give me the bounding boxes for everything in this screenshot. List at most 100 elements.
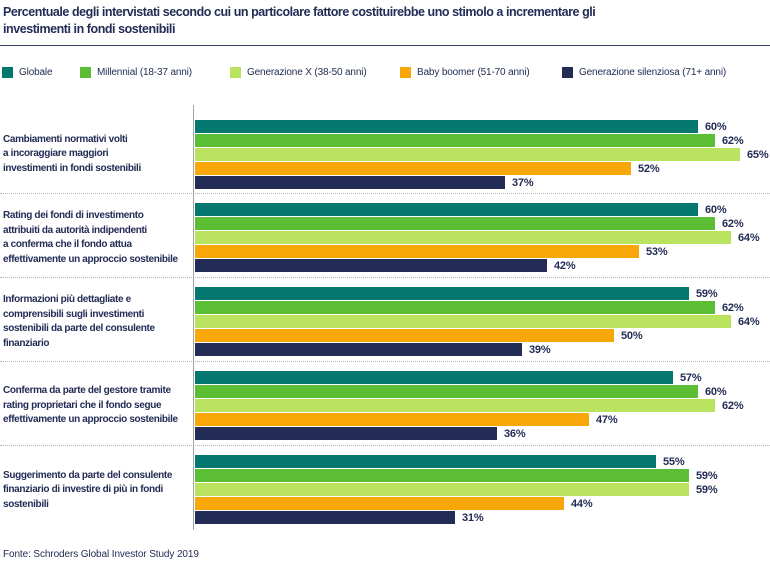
- legend-item-baby-boomer-51-70-anni: Baby boomer (51-70 anni): [400, 67, 530, 78]
- bar-row: 64%: [195, 315, 770, 328]
- bar-value-label: 65%: [747, 148, 769, 161]
- bar-row: 60%: [195, 385, 770, 398]
- bar-generazione-silenziosa-71-anni: [195, 343, 522, 356]
- legend-swatch-icon: [400, 67, 411, 78]
- legend: Globale Millennial (18-37 anni) Generazion…: [0, 67, 770, 80]
- bar-millennial-18-37-anni: [195, 134, 715, 147]
- legend-swatch-icon: [230, 67, 241, 78]
- category-label-line: a conferma che il fondo attua: [3, 239, 132, 250]
- category-bars: 60% 62% 65% 52% 37%: [193, 120, 770, 193]
- bar-value-label: 57%: [680, 371, 702, 384]
- bar-row: 62%: [195, 134, 770, 147]
- bar-row: 44%: [195, 497, 770, 510]
- bar-generazione-x-38-50-anni: [195, 399, 715, 412]
- legend-item-generazione-x-38-50-anni: Generazione X (38-50 anni): [230, 67, 367, 78]
- bar-globale: [195, 120, 698, 133]
- bar-globale: [195, 287, 689, 300]
- category-label: Cambiamenti normativi volti a incoraggiar…: [0, 133, 193, 181]
- bar-row: 60%: [195, 203, 770, 216]
- category-label-line: sostenibili da parte del consulente: [3, 323, 155, 334]
- bar-generazione-x-38-50-anni: [195, 148, 740, 161]
- legend-label: Generazione silenziosa (71+ anni): [579, 67, 727, 78]
- legend-label: Generazione X (38-50 anni): [247, 67, 367, 78]
- bar-row: 39%: [195, 343, 770, 356]
- category-group: Rating dei fondi di investimento attribui…: [0, 194, 770, 278]
- category-label-line: Informazioni più dettagliate e: [3, 294, 131, 305]
- bar-millennial-18-37-anni: [195, 385, 698, 398]
- bar-value-label: 60%: [705, 203, 727, 216]
- bar-generazione-x-38-50-anni: [195, 315, 731, 328]
- title-divider: [0, 45, 770, 46]
- bar-millennial-18-37-anni: [195, 217, 715, 230]
- bar-row: 59%: [195, 287, 770, 300]
- bar-generazione-x-38-50-anni: [195, 483, 689, 496]
- bar-value-label: 44%: [571, 497, 593, 510]
- bar-value-label: 55%: [663, 455, 685, 468]
- bar-millennial-18-37-anni: [195, 469, 689, 482]
- category-label-line: sostenibili: [3, 498, 49, 510]
- bar-value-label: 52%: [638, 162, 660, 175]
- bar-value-label: 62%: [722, 399, 744, 412]
- category-label: Suggerimento da parte del consulente fina…: [0, 469, 193, 517]
- bar-row: 64%: [195, 231, 770, 244]
- bar-value-label: 37%: [512, 176, 534, 189]
- category-label-line: attribuiti da autorità indipendenti: [3, 224, 147, 236]
- bar-value-label: 60%: [705, 385, 727, 398]
- legend-item-generazione-silenziosa-71-anni: Generazione silenziosa (71+ anni): [562, 67, 726, 78]
- category-bars: 60% 62% 64% 53% 42%: [193, 203, 770, 277]
- category-label-line: rating proprietari che il fondo segue: [3, 399, 162, 411]
- bar-baby-boomer-51-70-anni: [195, 245, 639, 258]
- bar-row: 57%: [195, 371, 770, 384]
- bar-value-label: 59%: [696, 287, 718, 300]
- bar-value-label: 36%: [504, 427, 526, 440]
- category-label-line: investimenti in fondi sostenibili: [3, 162, 141, 174]
- category-bars: 57% 60% 62% 47% 36%: [193, 371, 770, 445]
- bar-value-label: 64%: [738, 231, 760, 244]
- bar-value-label: 39%: [529, 343, 551, 356]
- bar-row: 62%: [195, 301, 770, 314]
- bar-row: 50%: [195, 329, 770, 342]
- bar-value-label: 53%: [646, 245, 668, 258]
- category-group: Conferma da parte del gestore tramite rat…: [0, 362, 770, 446]
- bar-value-label: 62%: [722, 217, 744, 230]
- bar-value-label: 59%: [696, 469, 718, 482]
- bar-globale: [195, 203, 698, 216]
- bar-row: 59%: [195, 469, 770, 482]
- page-title: Percentuale degli intervistati secondo c…: [3, 4, 770, 38]
- bar-row: 53%: [195, 245, 770, 258]
- bar-row: 55%: [195, 455, 770, 468]
- bar-value-label: 31%: [462, 511, 484, 524]
- category-label-line: Rating dei fondi di investimento: [3, 210, 144, 221]
- category-label: Conferma da parte del gestore tramite rat…: [0, 384, 193, 432]
- category-label-line: effettivamente un approccio sostenibile: [3, 253, 178, 265]
- legend-item-millennial-18-37-anni: Millennial (18-37 anni): [80, 67, 192, 78]
- category-label: Informazioni più dettagliate e comprensib…: [0, 293, 193, 355]
- source-note: Fonte: Schroders Global Investor Study 2…: [3, 549, 199, 560]
- category-bars: 59% 62% 64% 50% 39%: [193, 287, 770, 361]
- page-title-line1: Percentuale degli intervistati secondo c…: [3, 5, 596, 19]
- bar-globale: [195, 455, 656, 468]
- category-group: Informazioni più dettagliate e comprensib…: [0, 278, 770, 362]
- bar-value-label: 47%: [596, 413, 618, 426]
- bar-row: 37%: [195, 176, 770, 189]
- bar-value-label: 59%: [696, 483, 718, 496]
- legend-swatch-icon: [80, 67, 91, 78]
- bar-value-label: 60%: [705, 120, 727, 133]
- category-bars: 55% 59% 59% 44% 31%: [193, 455, 770, 530]
- category-label-line: effettivamente un approccio sostenibile: [3, 414, 178, 426]
- bar-generazione-silenziosa-71-anni: [195, 259, 547, 272]
- bar-chart: Cambiamenti normativi volti a incoraggiar…: [0, 105, 770, 530]
- category-label-line: Cambiamenti normativi volti: [3, 133, 128, 145]
- category-label: Rating dei fondi di investimento attribui…: [0, 209, 193, 271]
- legend-label: Globale: [19, 67, 53, 78]
- bar-value-label: 42%: [554, 259, 576, 272]
- bar-value-label: 64%: [738, 315, 760, 328]
- bar-row: 60%: [195, 120, 770, 133]
- legend-swatch-icon: [562, 67, 573, 78]
- page-title-line2: investimenti in fondi sostenibili: [3, 22, 175, 36]
- bar-row: 31%: [195, 511, 770, 524]
- category-label-line: comprensibili sugli investimenti: [3, 308, 145, 320]
- bar-generazione-silenziosa-71-anni: [195, 176, 505, 189]
- bar-millennial-18-37-anni: [195, 301, 715, 314]
- bar-generazione-x-38-50-anni: [195, 231, 731, 244]
